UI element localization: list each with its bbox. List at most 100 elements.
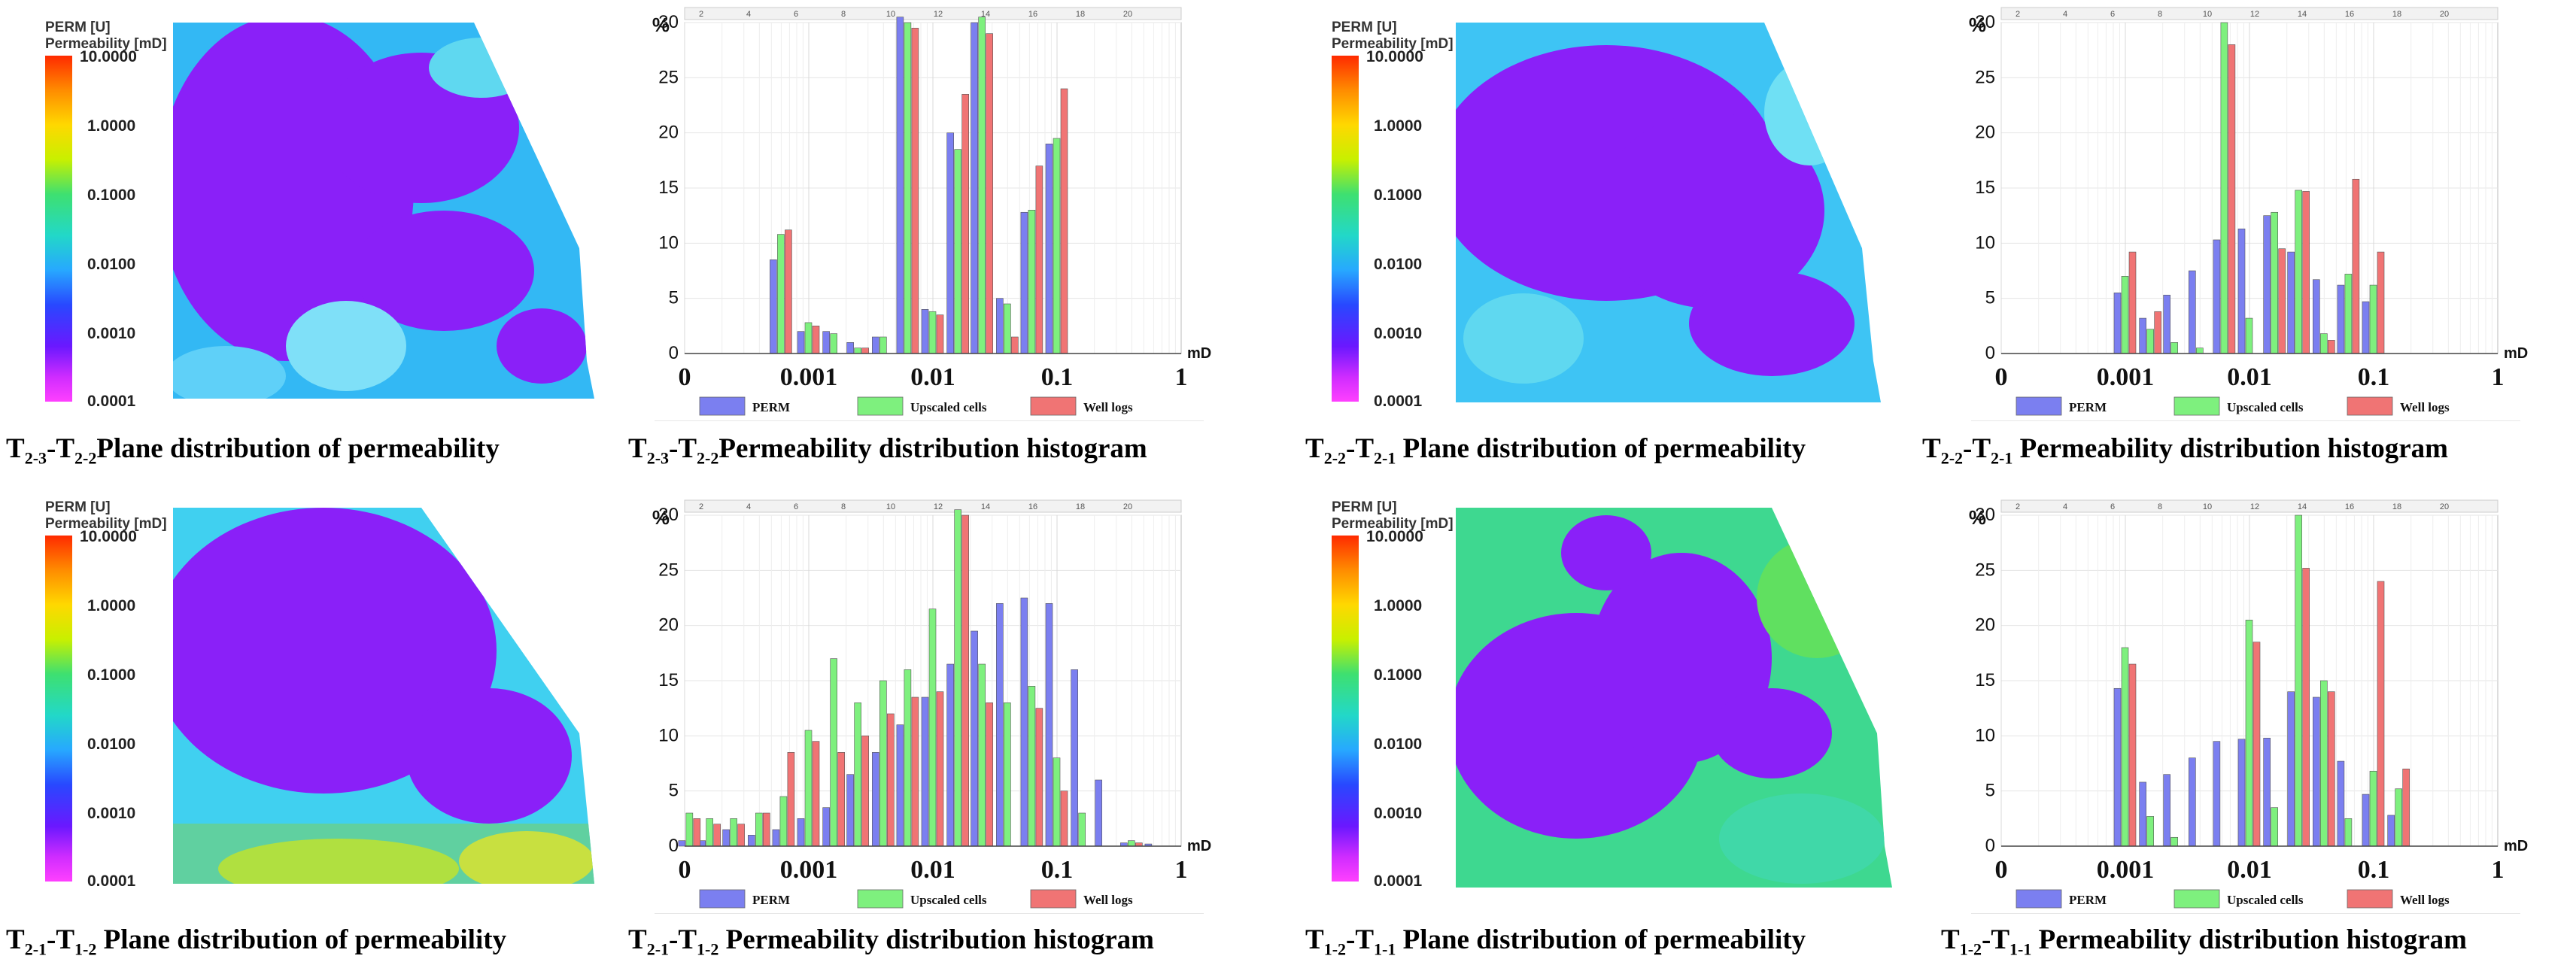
caption-subscript: 2-1 bbox=[1991, 448, 2013, 468]
histogram-bar bbox=[812, 741, 820, 847]
legend-label: Well logs bbox=[1083, 893, 1133, 907]
x-tick-label: 0 bbox=[679, 856, 691, 884]
top-ruler-tick: 6 bbox=[2110, 502, 2115, 511]
top-ruler-tick: 4 bbox=[746, 10, 751, 19]
histogram-bar bbox=[887, 713, 895, 847]
top-ruler-tick: 16 bbox=[2345, 10, 2354, 19]
histogram-bar bbox=[1028, 210, 1036, 354]
legend-title-line1: PERM [U] bbox=[1332, 499, 1397, 515]
legend-title-line1: PERM [U] bbox=[45, 499, 111, 515]
x-tick-label: 0.01 bbox=[910, 856, 955, 884]
histogram-bar bbox=[2320, 680, 2328, 847]
histogram-bar bbox=[713, 824, 721, 847]
caption-text: T bbox=[1941, 924, 1960, 955]
histogram-bar bbox=[2263, 215, 2271, 354]
top-ruler-tick: 18 bbox=[2392, 502, 2401, 511]
x-tick-label: 1 bbox=[2492, 856, 2505, 884]
top-ruler-tick: 18 bbox=[1076, 10, 1085, 19]
x-tick-label: 0 bbox=[1995, 856, 2008, 884]
caption-subscript: 1-2 bbox=[697, 939, 719, 959]
histogram-bar bbox=[846, 342, 854, 354]
histogram-bar bbox=[706, 818, 713, 847]
top-ruler bbox=[684, 499, 1182, 513]
histogram-bar bbox=[872, 336, 879, 354]
x-tick-label: 0.1 bbox=[2358, 363, 2390, 391]
legend-swatch bbox=[2174, 889, 2220, 909]
caption-text: -T bbox=[47, 433, 75, 464]
top-ruler-tick: 12 bbox=[2250, 502, 2259, 511]
x-tick-label: 0.1 bbox=[2358, 856, 2390, 884]
histogram-bar bbox=[797, 331, 805, 354]
y-axis-label: % bbox=[652, 506, 670, 529]
x-tick-label: 0.001 bbox=[2097, 363, 2155, 391]
top-ruler-tick: 20 bbox=[1123, 502, 1132, 511]
histogram-bar bbox=[1060, 790, 1068, 847]
x-tick-label: 0.001 bbox=[780, 856, 838, 884]
x-tick-label: 0.01 bbox=[2227, 856, 2272, 884]
histogram-bar bbox=[1095, 779, 1102, 847]
caption-text: -T bbox=[669, 924, 697, 955]
x-tick-label: 0.01 bbox=[910, 363, 955, 391]
x-axis-label: mD bbox=[2504, 838, 2528, 854]
colorbar-tick: 0.1000 bbox=[1374, 187, 1423, 204]
histogram-bar bbox=[2121, 647, 2129, 847]
y-tick-label: 25 bbox=[1975, 560, 1995, 580]
histogram-bar bbox=[2121, 276, 2129, 354]
histogram-bar bbox=[2313, 279, 2320, 354]
y-tick-label: 5 bbox=[669, 288, 679, 308]
top-ruler-tick: 10 bbox=[2203, 10, 2212, 19]
legend-swatch bbox=[2016, 396, 2062, 416]
top-ruler-tick: 14 bbox=[981, 502, 990, 511]
top-ruler-tick: 6 bbox=[794, 10, 798, 19]
histogram-bar bbox=[685, 812, 694, 847]
y-tick-label: 25 bbox=[658, 67, 679, 87]
histogram-bar bbox=[2146, 816, 2154, 847]
caption-subscript: 2-2 bbox=[1940, 448, 1964, 468]
legend-swatch bbox=[699, 396, 746, 416]
histogram-bar bbox=[854, 702, 861, 847]
legend-title: PERM [U] Permeability [mD] bbox=[1332, 20, 1454, 53]
histogram-bar bbox=[2237, 739, 2246, 847]
histogram-bar bbox=[946, 132, 954, 354]
histogram-bar bbox=[2113, 293, 2122, 354]
caption-text: -T bbox=[47, 924, 75, 955]
colorbar-tick: 0.0100 bbox=[87, 256, 136, 273]
histogram-bar bbox=[804, 730, 813, 847]
histogram-bar bbox=[785, 229, 792, 354]
colorbar-tick: 0.0010 bbox=[1374, 325, 1423, 342]
top-ruler-tick: 10 bbox=[2203, 502, 2212, 511]
histogram-bar bbox=[2213, 741, 2221, 847]
caption-map-1: T2-3-T2-2Plane distribution of permeabil… bbox=[6, 432, 500, 468]
caption-map-3: T2-1-T1-2 Plane distribution of permeabi… bbox=[6, 924, 506, 959]
histogram-bar bbox=[1035, 708, 1043, 847]
caption-subscript: 1-1 bbox=[2009, 939, 2032, 959]
histogram-bar bbox=[822, 331, 830, 354]
y-tick-label: 0 bbox=[1985, 836, 1995, 856]
histogram-bar bbox=[896, 17, 904, 354]
caption-text: Permeability distribution histogram bbox=[2012, 433, 2448, 464]
histogram-bar bbox=[2402, 769, 2410, 847]
histogram-bar bbox=[822, 807, 830, 847]
histogram-bar bbox=[2337, 760, 2345, 847]
histogram-bar bbox=[2377, 251, 2385, 354]
histogram-bar bbox=[2302, 568, 2310, 847]
histogram-bar bbox=[804, 322, 813, 354]
histogram-bar bbox=[1011, 336, 1019, 354]
top-ruler-tick: 2 bbox=[699, 502, 703, 511]
histogram-bar bbox=[1053, 138, 1061, 354]
histogram-bar bbox=[904, 669, 912, 847]
histogram-bar bbox=[911, 696, 919, 847]
histogram-bar bbox=[2271, 807, 2278, 847]
caption-subscript: 2-1 bbox=[646, 939, 670, 959]
histogram-bar bbox=[928, 311, 937, 354]
histogram-bar bbox=[996, 298, 1004, 354]
histogram-bar bbox=[2344, 274, 2353, 354]
caption-subscript: 1-2 bbox=[1323, 939, 1347, 959]
top-ruler-tick: 6 bbox=[794, 502, 798, 511]
histogram-bar bbox=[1053, 757, 1061, 847]
histogram-bar bbox=[978, 663, 986, 847]
histogram-bar bbox=[904, 22, 912, 354]
top-ruler-tick: 16 bbox=[2345, 502, 2354, 511]
histogram-bar bbox=[755, 812, 763, 847]
histogram-bar bbox=[954, 509, 961, 847]
